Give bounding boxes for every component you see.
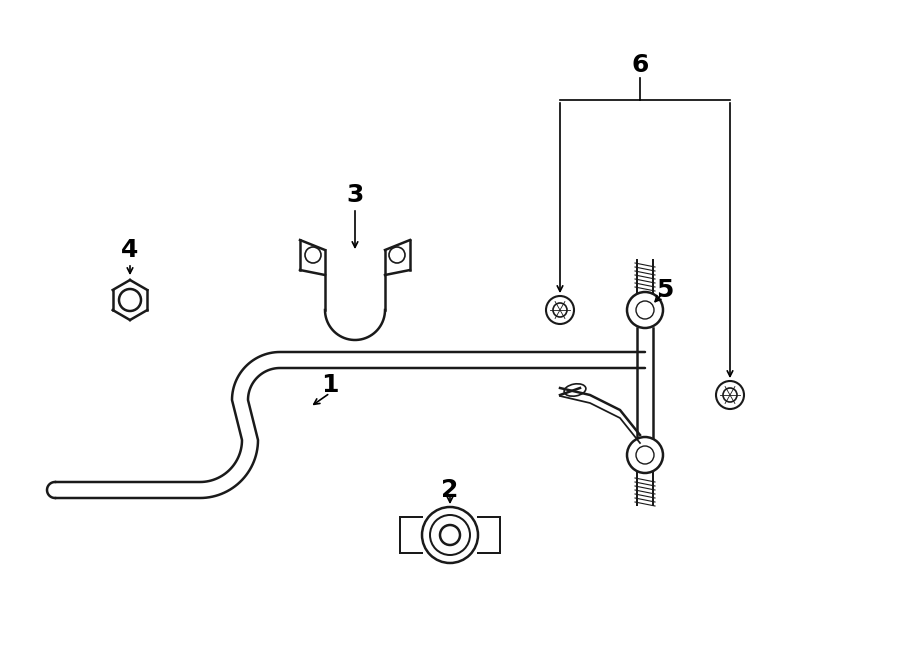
Text: 3: 3 (346, 183, 364, 207)
Text: 1: 1 (321, 373, 338, 397)
Text: 5: 5 (656, 278, 674, 302)
Text: 2: 2 (441, 478, 459, 502)
Text: 4: 4 (122, 238, 139, 262)
Text: 6: 6 (631, 53, 649, 77)
